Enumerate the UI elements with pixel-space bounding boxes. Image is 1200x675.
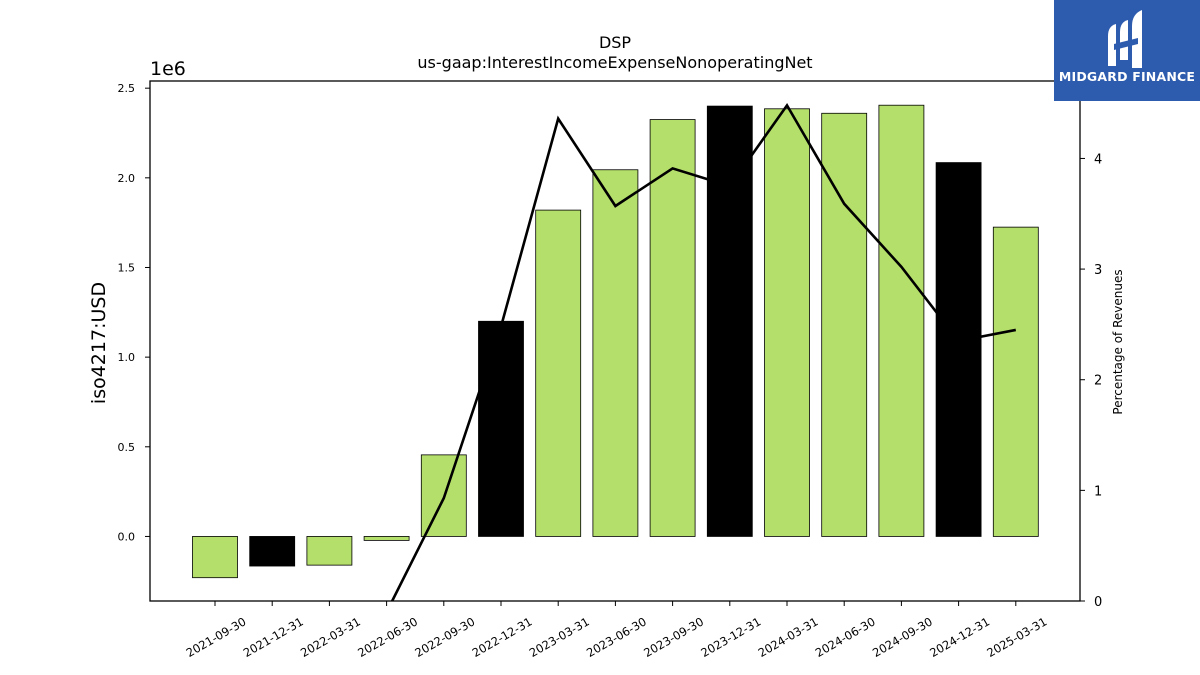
bar	[363, 536, 410, 541]
chart-subtitle: us-gaap:InterestIncomeExpenseNonoperatin…	[417, 53, 812, 72]
bar	[649, 119, 696, 537]
y2-tick-label: 3	[1094, 263, 1102, 278]
brand-logo: MIDGARD FINANCE	[1054, 0, 1200, 101]
bar	[535, 209, 582, 537]
y-tick-label: 0.5	[118, 441, 136, 454]
x-tick-label: 2023-12-31	[698, 614, 763, 660]
x-tick-label: 2023-03-31	[527, 614, 592, 660]
y-scale-label: 1e6	[150, 58, 186, 80]
bar	[249, 536, 296, 567]
bar	[192, 536, 238, 579]
bar	[764, 108, 810, 537]
bar	[706, 105, 753, 537]
x-tick-label: 2022-09-30	[412, 614, 477, 660]
x-tick-label: 2024-03-31	[756, 614, 821, 660]
x-tick-label: 2023-06-30	[584, 614, 649, 660]
y2-axis-label: Percentage of Revenues	[1111, 269, 1125, 414]
x-tick-label: 2023-09-30	[641, 614, 706, 660]
bar	[478, 320, 524, 537]
y-tick-label: 2.0	[118, 172, 136, 185]
y-axis-label: iso4217:USD	[88, 282, 110, 404]
bars-group	[192, 104, 1039, 579]
x-tick-label: 2022-03-31	[298, 614, 363, 660]
chart-title: DSP	[599, 33, 631, 52]
x-tick-label: 2024-06-30	[813, 614, 878, 660]
x-tick-label: 2025-03-31	[984, 614, 1049, 660]
y-tick-label: 1.5	[118, 261, 136, 274]
logo-mark-icon	[1108, 10, 1142, 68]
bar	[821, 112, 868, 537]
x-tick-label: 2021-12-31	[241, 614, 306, 660]
line-group	[390, 102, 1017, 601]
y-tick-label: 2.5	[118, 82, 136, 95]
y2-tick-label: 2	[1094, 374, 1102, 389]
bar	[592, 169, 639, 537]
bar	[935, 162, 982, 537]
y2-tick-label: 0	[1094, 595, 1102, 610]
x-tick-label: 2022-06-30	[355, 614, 420, 660]
bar	[878, 104, 925, 537]
bar	[306, 536, 353, 566]
y-tick-label: 0.0	[118, 530, 136, 543]
x-tick-label: 2024-09-30	[870, 614, 935, 660]
y2-tick-label: 4	[1094, 152, 1102, 167]
x-tick-label: 2024-12-31	[927, 614, 992, 660]
y-tick-label: 1.0	[118, 351, 136, 364]
logo-text: MIDGARD FINANCE	[1058, 69, 1196, 84]
percentage-line	[390, 102, 1017, 601]
y2-tick-label: 1	[1094, 484, 1102, 499]
x-tick-label: 2022-12-31	[470, 614, 535, 660]
x-tick-label: 2021-09-30	[184, 614, 249, 660]
bar	[992, 226, 1039, 537]
